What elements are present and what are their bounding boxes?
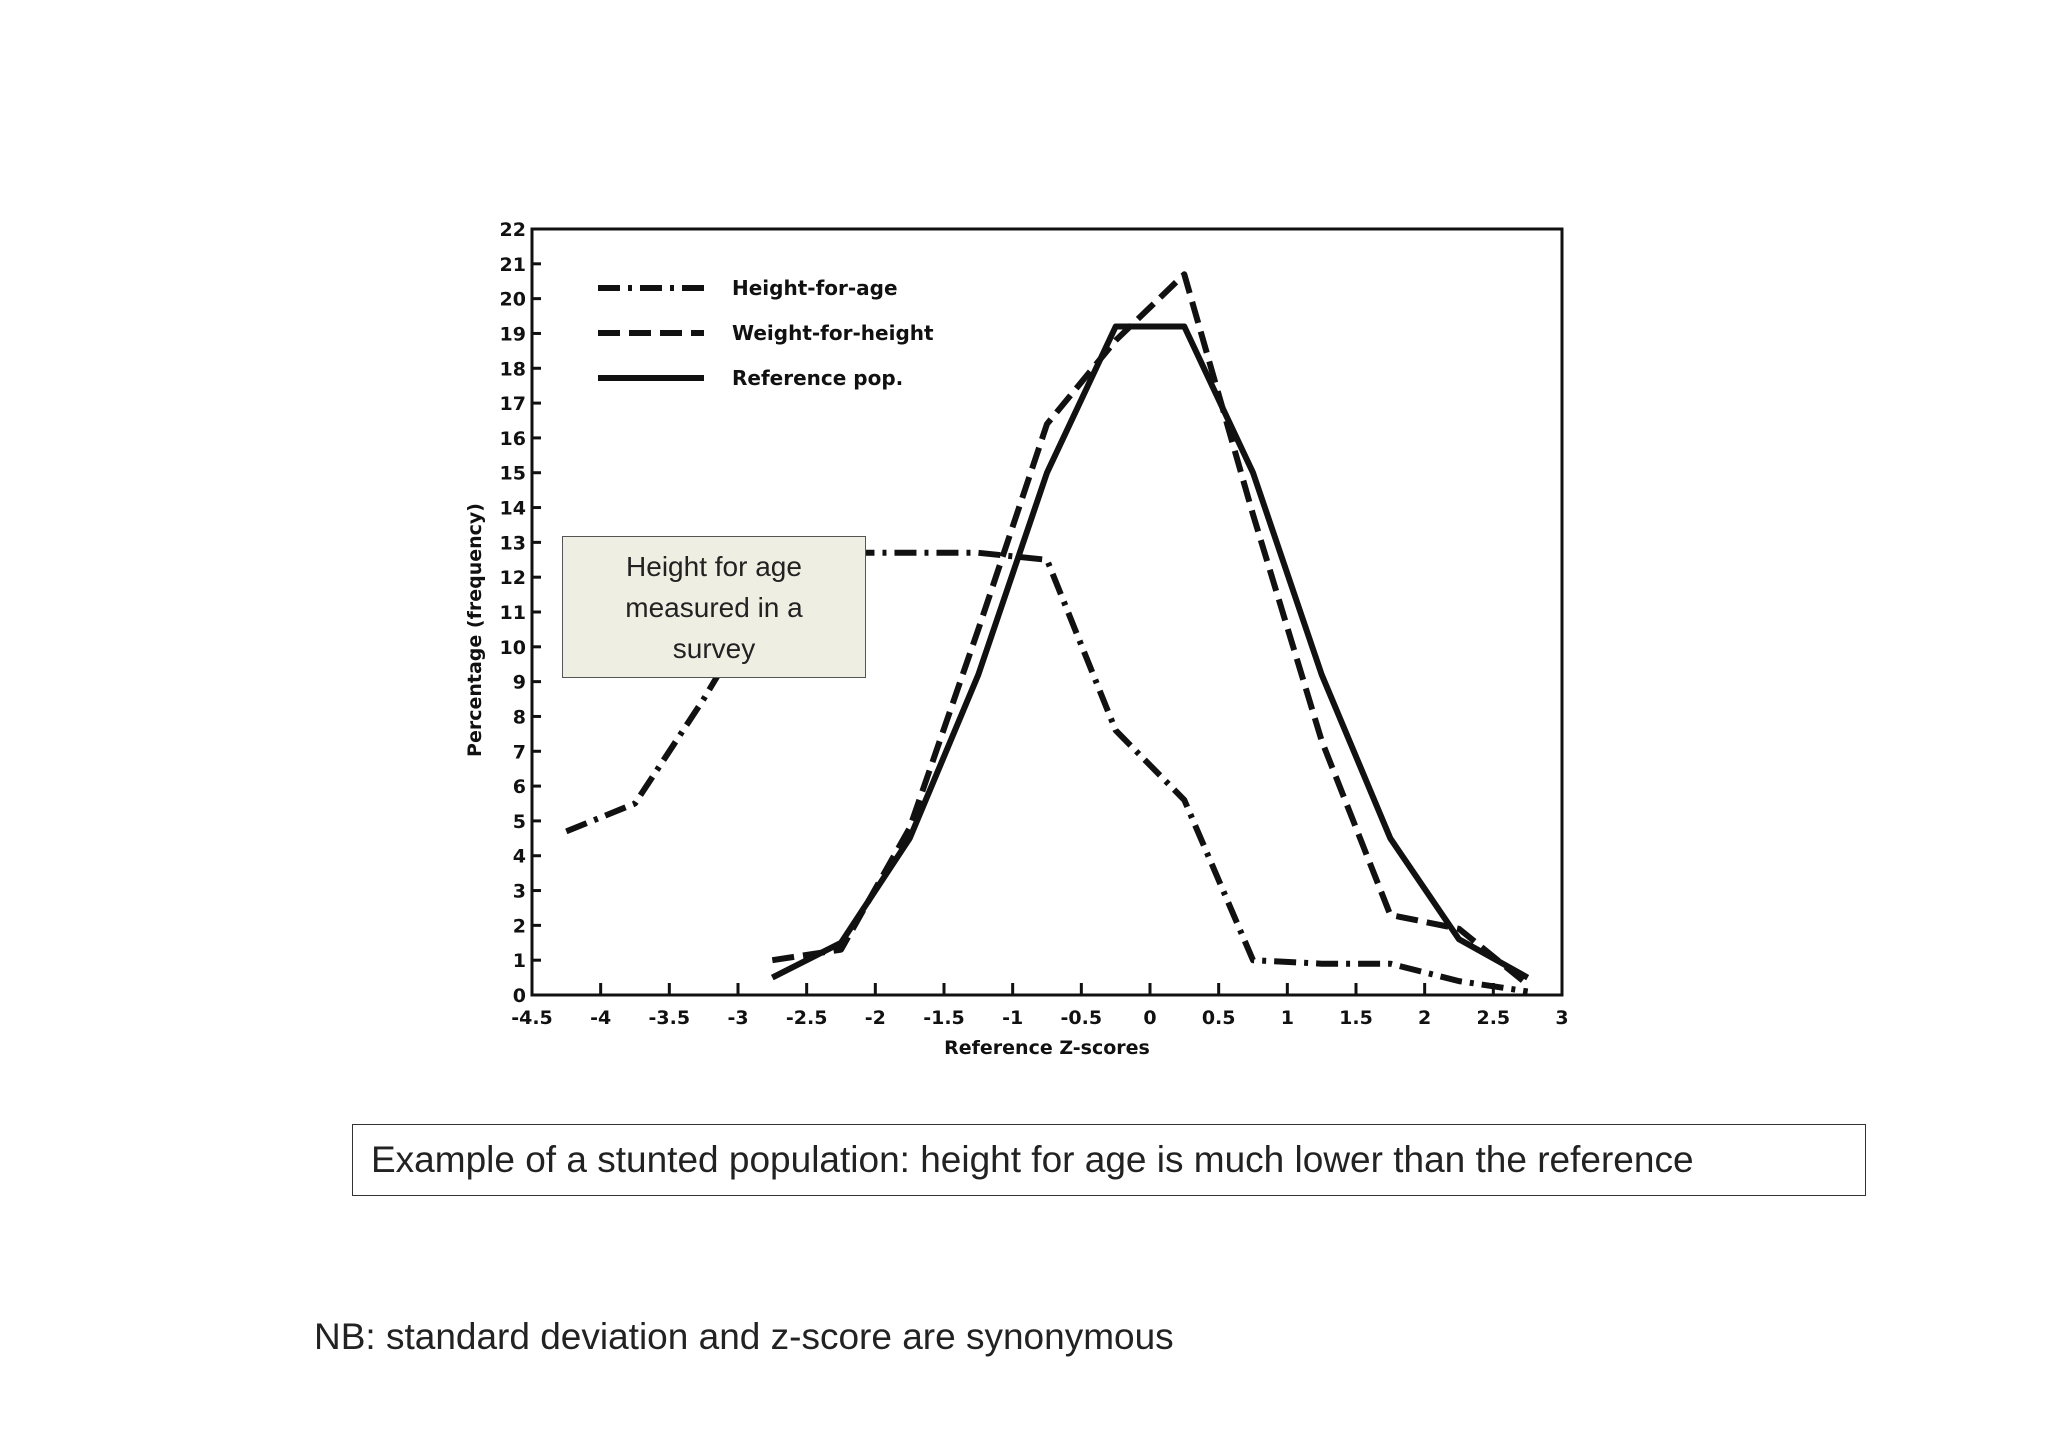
- y-tick-label: 1: [513, 950, 526, 972]
- y-tick-label: 21: [500, 254, 526, 276]
- x-tick-label: -4: [590, 1007, 611, 1029]
- y-tick-label: 17: [500, 393, 526, 415]
- y-tick-label: 10: [500, 637, 526, 659]
- series-line-1: [771, 271, 1530, 987]
- x-tick-label: -1: [1002, 1007, 1023, 1029]
- x-tick-label: -3.5: [649, 1007, 691, 1029]
- y-tick-label: 3: [513, 881, 526, 903]
- y-axis-title: Percentage (frequency): [464, 503, 486, 757]
- caption-box: Example of a stunted population: height …: [352, 1124, 1866, 1196]
- y-tick-label: 22: [500, 219, 526, 241]
- y-tick-label: 13: [500, 532, 526, 554]
- y-tick-label: 6: [513, 776, 526, 798]
- x-tick-label: 2: [1418, 1007, 1431, 1029]
- legend-label-2: Reference pop.: [732, 366, 903, 390]
- y-tick-label: 11: [500, 602, 526, 624]
- x-axis-title: Reference Z-scores: [944, 1037, 1150, 1059]
- survey-callout-box: Height for age measured in a survey: [562, 536, 866, 678]
- x-tick-label: -4.5: [511, 1007, 553, 1029]
- x-tick-label: 0: [1143, 1007, 1156, 1029]
- y-tick-label: 9: [513, 672, 526, 694]
- x-axis-ticks: -4.5 -4 -3.5 -3 -2.5 -2 -1.5 -1 -0.5 0 0.5 1 1.5 2 2.5…: [511, 983, 1569, 1029]
- y-tick-label: 8: [513, 706, 526, 728]
- y-tick-label: 2: [513, 915, 526, 937]
- y-tick-label: 0: [513, 985, 526, 1007]
- y-tick-label: 14: [500, 498, 526, 520]
- y-tick-label: 12: [500, 567, 526, 589]
- x-tick-label: -1.5: [923, 1007, 965, 1029]
- x-tick-label: 0.5: [1202, 1007, 1236, 1029]
- y-tick-label: 15: [500, 463, 526, 485]
- x-tick-label: -2.5: [786, 1007, 828, 1029]
- x-tick-label: -0.5: [1061, 1007, 1103, 1029]
- x-tick-label: 1.5: [1339, 1007, 1373, 1029]
- x-tick-label: -2: [865, 1007, 886, 1029]
- y-tick-label: 19: [500, 323, 526, 345]
- x-tick-label: 2.5: [1476, 1007, 1510, 1029]
- y-tick-label: 5: [513, 811, 526, 833]
- y-tick-label: 16: [500, 428, 526, 450]
- y-tick-label: 7: [513, 741, 526, 763]
- chart-legend: Height-for-age Weight-for-height Reference…: [598, 276, 934, 390]
- legend-label-1: Weight-for-height: [732, 321, 934, 345]
- x-tick-label: -3: [727, 1007, 748, 1029]
- x-tick-label: 1: [1281, 1007, 1294, 1029]
- x-tick-label: 3: [1555, 1007, 1568, 1029]
- y-tick-label: 20: [500, 289, 526, 311]
- legend-label-0: Height-for-age: [732, 276, 898, 300]
- caption-text: Example of a stunted population: height …: [371, 1139, 1694, 1180]
- callout-text: Height for age measured in a survey: [625, 550, 803, 664]
- series-line-2: [770, 323, 1530, 981]
- y-tick-label: 18: [500, 358, 526, 380]
- footnote: NB: standard deviation and z-score are s…: [314, 1316, 1174, 1357]
- y-tick-label: 4: [513, 846, 526, 868]
